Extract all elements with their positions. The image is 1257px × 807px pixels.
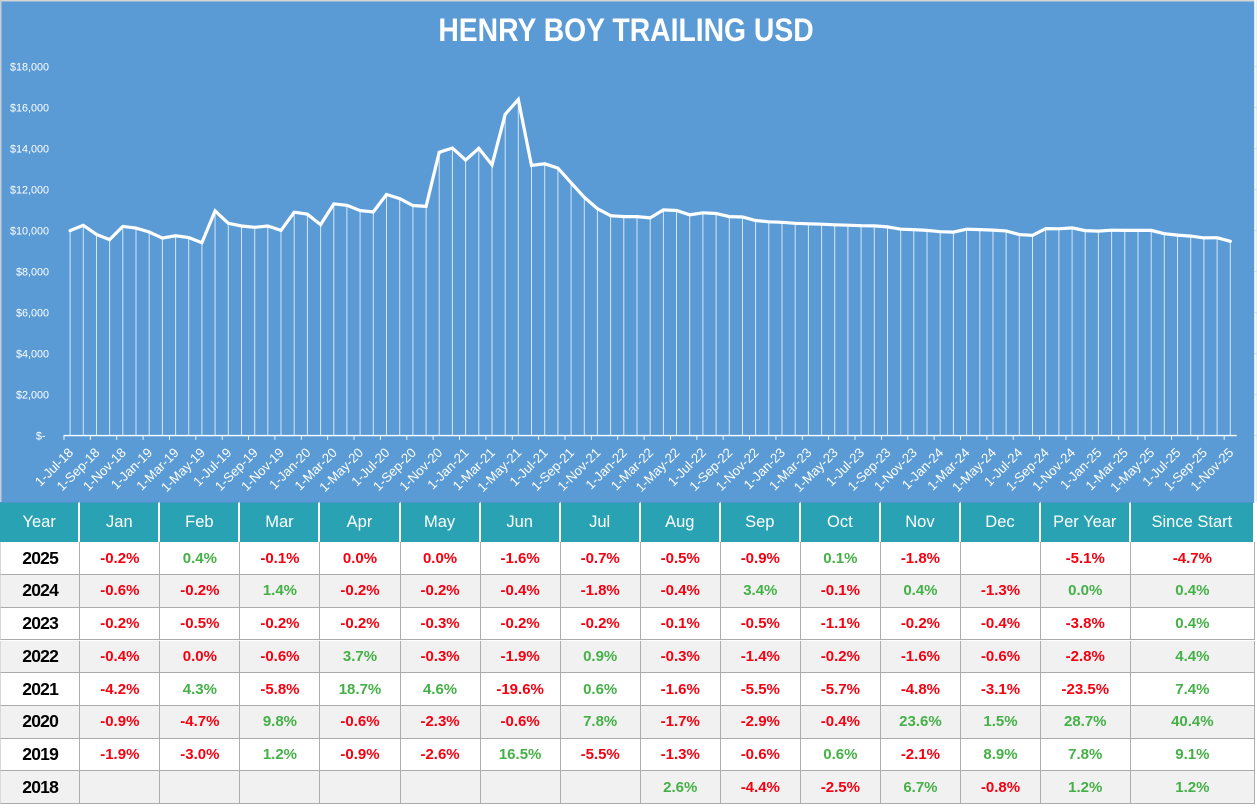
svg-text:$6,000: $6,000 <box>16 307 49 319</box>
svg-text:$14,000: $14,000 <box>10 143 49 155</box>
svg-text:$4,000: $4,000 <box>16 348 49 360</box>
svg-text:$18,000: $18,000 <box>10 61 49 73</box>
svg-text:$8,000: $8,000 <box>16 266 49 278</box>
svg-text:$16,000: $16,000 <box>10 102 49 114</box>
svg-text:$2,000: $2,000 <box>16 389 49 401</box>
svg-text:$10,000: $10,000 <box>10 225 49 237</box>
svg-text:$12,000: $12,000 <box>10 184 49 196</box>
svg-text:HENRY BOY TRAILING USD: HENRY BOY TRAILING USD <box>438 13 813 48</box>
svg-text:$-: $- <box>36 430 46 442</box>
